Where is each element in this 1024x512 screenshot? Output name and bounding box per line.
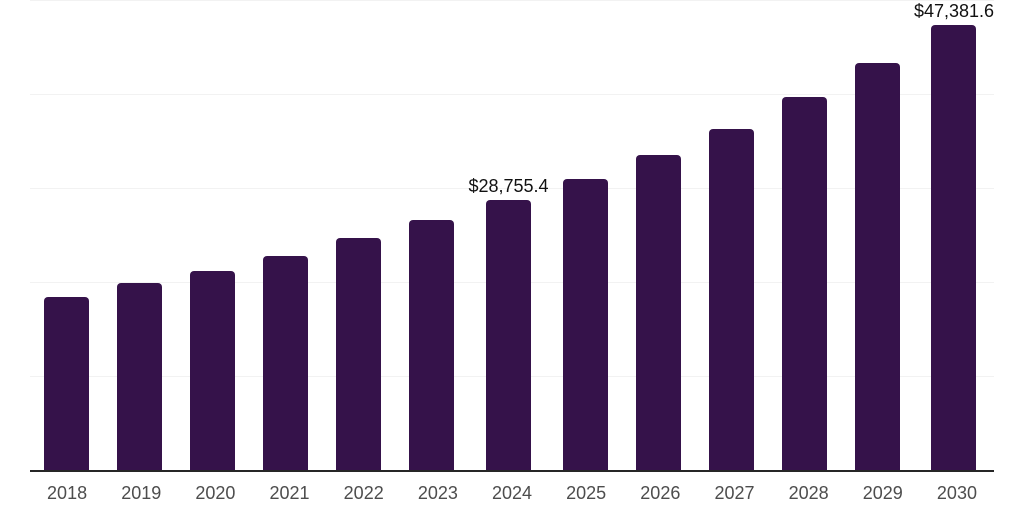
x-tick-label-2027: 2027 [714,483,755,503]
bar-slot-2025 [549,0,622,470]
gridline-40000 [30,94,994,95]
bar-2028 [781,97,827,470]
bar-slot-2026 [622,0,695,470]
bar-2023 [409,219,455,470]
bar-2025 [562,178,608,470]
bar-2030 [931,24,977,470]
bar-value-label-2024: $28,755.4 [468,175,549,196]
x-tick-label-2029: 2029 [862,483,903,503]
bar-2024 [486,199,531,470]
bar-slot-2028 [768,0,841,470]
x-tick-label-2028: 2028 [788,483,829,503]
x-axis-labels: 2018 2019 2020 2021 2022 2023 2024 2025 2026 2027… [30,480,994,502]
bar-slot-2029 [841,0,914,470]
x-tick-label-2025: 2025 [566,483,607,503]
x-axis-line [30,470,994,472]
bar-2022 [336,237,382,470]
x-tick-label-2024: 2024 [491,483,533,503]
x-tick-label-2023: 2023 [417,483,458,503]
bar-slot-2024: $28,755.4 [468,0,549,470]
x-tick-label-2030: 2030 [936,483,977,503]
x-tick-label-2021: 2021 [269,483,310,503]
bar-2026 [635,154,681,470]
bar-2018 [44,297,90,470]
bar-slot-2022 [322,0,395,470]
gridline-30000 [30,188,994,189]
x-tick-label-2019: 2019 [121,483,162,503]
bar-2027 [708,129,754,470]
gridline-50000 [30,0,994,1]
bar-slot-2018 [30,0,103,470]
bar-slot-2020 [176,0,249,470]
plot-area: $28,755.4 $47,381.6 [30,0,994,470]
x-tick-label-2018: 2018 [47,483,88,503]
bar-2021 [263,255,309,470]
bar-slot-2021 [249,0,322,470]
bar-slot-2030: $47,381.6 [914,0,994,470]
x-tick-label-2020: 2020 [195,483,236,503]
bars-layer: $28,755.4 $47,381.6 [30,0,994,470]
bar-value-label-2030: $47,381.6 [913,0,995,21]
bar-2020 [190,271,236,470]
bar-slot-2027 [695,0,768,470]
bar-2019 [117,282,163,470]
bar-2029 [854,63,900,470]
bar-slot-2019 [103,0,176,470]
bar-slot-2023 [395,0,468,470]
x-tick-label-2022: 2022 [343,483,384,503]
x-tick-label-2026: 2026 [640,483,681,503]
